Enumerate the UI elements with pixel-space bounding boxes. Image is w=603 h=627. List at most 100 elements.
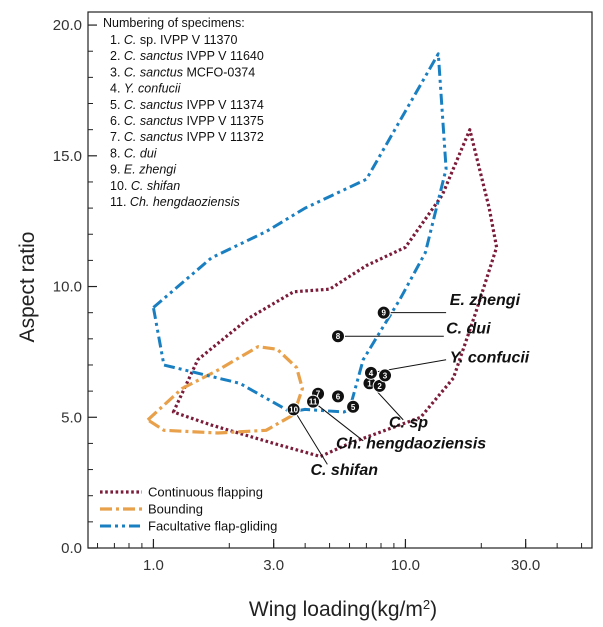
x-tick-label: 30.0 [511,557,540,574]
specimen-list-item: 11. Ch. hengdaoziensis [110,195,240,209]
specimen-number: 6. [110,114,124,128]
specimen-taxon: C. sanctus [124,130,183,144]
specimen-marker: 3 [378,368,393,383]
series-polygon-1 [171,128,499,459]
specimen-catalog: IVPP V 11374 [183,98,264,112]
specimen-point-label: 11 [309,398,318,407]
specimen-point-label: 4 [369,369,374,378]
specimen-point [286,402,301,417]
specimen-number: 9. [110,163,124,177]
specimen-taxon: Ch. hengdaoziensis [130,195,240,209]
specimen-point-label: 8 [336,332,341,341]
specimen-point-label: 1 [367,379,372,388]
series-layer [146,52,499,459]
specimen-catalog: IVPP V 11372 [183,130,264,144]
plot-frame [87,11,593,549]
specimen-marker: 10 [286,402,301,417]
specimen-point [376,305,391,320]
callout-label: Ch. hengdaoziensis [336,436,486,453]
y-axis-title: Aspect ratio [16,232,39,343]
specimen-catalog: sp. IVPP V 11370 [136,33,237,47]
specimen-list: Numbering of specimens: 1. C. sp. IVPP V… [103,16,264,209]
specimen-point [330,389,345,404]
specimen-list-item: 2. C. sanctus IVPP V 11640 [110,49,264,63]
callout-layer: E. zhengi C. dui Y. confucii C. sp Ch. hengd… [293,292,530,479]
specimen-point-label: 2 [377,382,382,391]
specimen-number: 5. [110,98,124,112]
y-tick-label: 20.0 [53,17,82,34]
specimen-list-item: 6. C. sanctus IVPP V 11375 [110,114,264,128]
specimen-point-label: 5 [351,403,356,412]
specimen-number: 8. [110,146,124,160]
legend-label: Bounding [148,502,203,517]
legend-label: Facultative flap-gliding [148,519,277,534]
x-axis-title-end: ) [430,598,437,621]
specimen-taxon: C. sanctus [124,49,183,63]
specimen-point [346,399,361,414]
point-layer: 1 234 5 6 7 8 9 10 11 [286,305,393,417]
specimen-list-title: Numbering of specimens: [103,16,245,30]
y-tick-label: 15.0 [53,148,82,165]
x-tick-label: 1.0 [143,557,164,574]
x-axis-title-main: Wing loading(kg/m [249,598,423,621]
specimen-number: 4. [110,82,124,96]
specimen-marker: 9 [376,305,391,320]
x-tick-label: 10.0 [391,557,420,574]
specimen-list-item: 5. C. sanctus IVPP V 11374 [110,98,264,112]
specimen-number: 11. [110,195,130,209]
specimen-items: 1. C. sp. IVPP V 11370 2. C. sanctus IVPP… [110,33,264,209]
legend-label: Continuous flapping [148,485,263,500]
callout-line [312,401,364,442]
specimen-list-item: 7. C. sanctus IVPP V 11372 [110,130,264,144]
specimen-point-label: 6 [336,392,341,401]
specimen-list-item: 1. C. sp. IVPP V 11370 [110,33,237,47]
specimen-catalog: IVPP V 11640 [183,49,264,63]
x-axis-title: Wing loading(kg/m2) [249,597,437,622]
specimen-point [378,368,393,383]
specimen-taxon: C. shifan [131,179,180,193]
specimen-point-label: 9 [381,309,386,318]
specimen-marker: 5 [346,399,361,414]
specimen-number: 10. [110,179,131,193]
specimen-taxon: C. sanctus [124,114,183,128]
specimen-marker: 4 [363,365,378,380]
series-polygon-3 [151,52,448,414]
callout-label: Y. confucii [450,349,530,366]
x-axis: 1.0 3.0 10.0 30.0 [97,539,583,574]
x-tick-label: 3.0 [263,557,284,574]
specimen-point [330,329,345,344]
specimen-taxon: C. sanctus [124,98,183,112]
specimen-taxon: C. dui [124,146,158,160]
specimen-taxon: C. sanctus [124,65,183,79]
series-polygon-2 [146,345,304,435]
callout-line [293,409,328,465]
specimen-list-item: 9. E. zhengi [110,163,177,177]
y-tick-label: 5.0 [61,409,82,426]
specimen-taxon: C. [124,33,137,47]
specimen-catalog: IVPP V 11375 [183,114,264,128]
specimen-taxon: E. zhengi [124,163,177,177]
specimen-number: 2. [110,49,124,63]
legend: Continuous flapping Bounding Facultative f… [100,485,277,534]
specimen-marker: 6 [330,389,345,404]
specimen-list-item: 3. C. sanctus MCFO-0374 [110,65,255,79]
specimen-marker: 8 [330,329,345,344]
y-tick-label: 0.0 [61,540,82,557]
specimen-number: 7. [110,130,124,144]
specimen-marker: 11 [306,394,321,409]
specimen-number: 1. [110,33,124,47]
y-tick-label: 10.0 [53,279,82,296]
y-axis: 0.0 5.0 10.0 15.0 20.0 [53,17,97,557]
callout-label: E. zhengi [450,292,521,309]
specimen-point-label: 10 [289,405,298,414]
x-axis-title-sup: 2 [423,597,430,612]
specimen-list-item: 4. Y. confucii [110,82,182,96]
callout-label: C. sp [389,415,428,432]
specimen-point [363,365,378,380]
specimen-taxon: Y. confucii [124,82,182,96]
specimen-number: 3. [110,65,124,79]
plot-area: E. zhengi C. dui Y. confucii C. sp Ch. hengd… [87,11,593,549]
specimen-list-item: 8. C. dui [110,146,158,160]
specimen-list-item: 10. C. shifan [110,179,180,193]
